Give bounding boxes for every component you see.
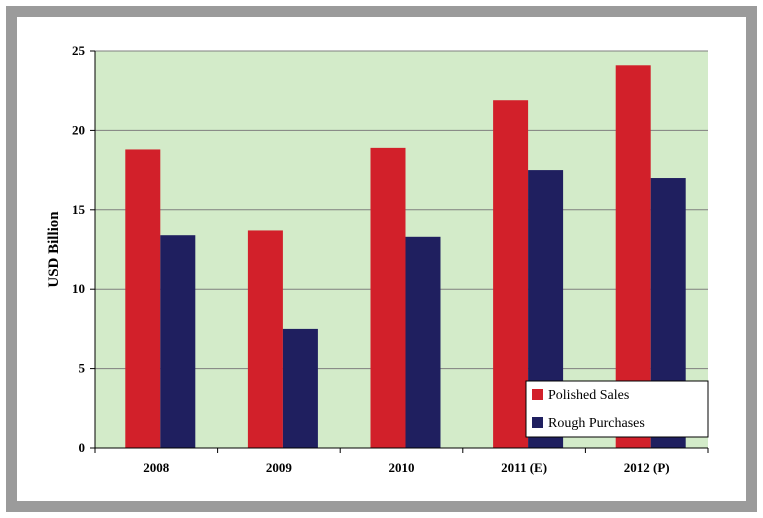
y-tick-label: 5 (79, 361, 86, 376)
bar-rough-purchases-0 (160, 235, 196, 448)
x-tick-label: 2010 (389, 460, 415, 475)
legend: Polished Sales Rough Purchases (525, 380, 709, 438)
y-tick-label: 0 (79, 440, 86, 455)
bar-rough-purchases-1 (282, 328, 318, 448)
legend-box (525, 380, 709, 438)
y-tick-label: 15 (72, 202, 86, 217)
x-tick-labels: 2008 2009 2010 2011 (E) 2012 (P) (143, 460, 669, 475)
x-tick-label: 2008 (143, 460, 170, 475)
bar-polished-sales-2 (370, 147, 406, 449)
bar-polished-sales-3 (493, 100, 529, 448)
y-tick-labels: 0 5 10 15 20 25 (72, 43, 86, 455)
y-tick-label: 25 (72, 43, 86, 58)
x-tick-label: 2009 (266, 460, 293, 475)
y-tick-label: 20 (72, 122, 85, 137)
legend-label: Rough Purchases (548, 416, 645, 431)
bar-rough-purchases-2 (405, 236, 441, 448)
legend-label: Polished Sales (548, 388, 629, 403)
x-tick-label: 2011 (E) (501, 460, 547, 475)
bar-polished-sales-0 (125, 149, 161, 448)
legend-swatch (532, 417, 543, 428)
y-tick-label: 10 (72, 281, 85, 296)
bars (125, 65, 686, 449)
y-axis-title: USD Billion (46, 211, 62, 288)
legend-swatch (532, 389, 543, 400)
axes (90, 50, 709, 453)
bar-polished-sales-1 (247, 230, 283, 448)
x-tick-label: 2012 (P) (624, 460, 670, 475)
